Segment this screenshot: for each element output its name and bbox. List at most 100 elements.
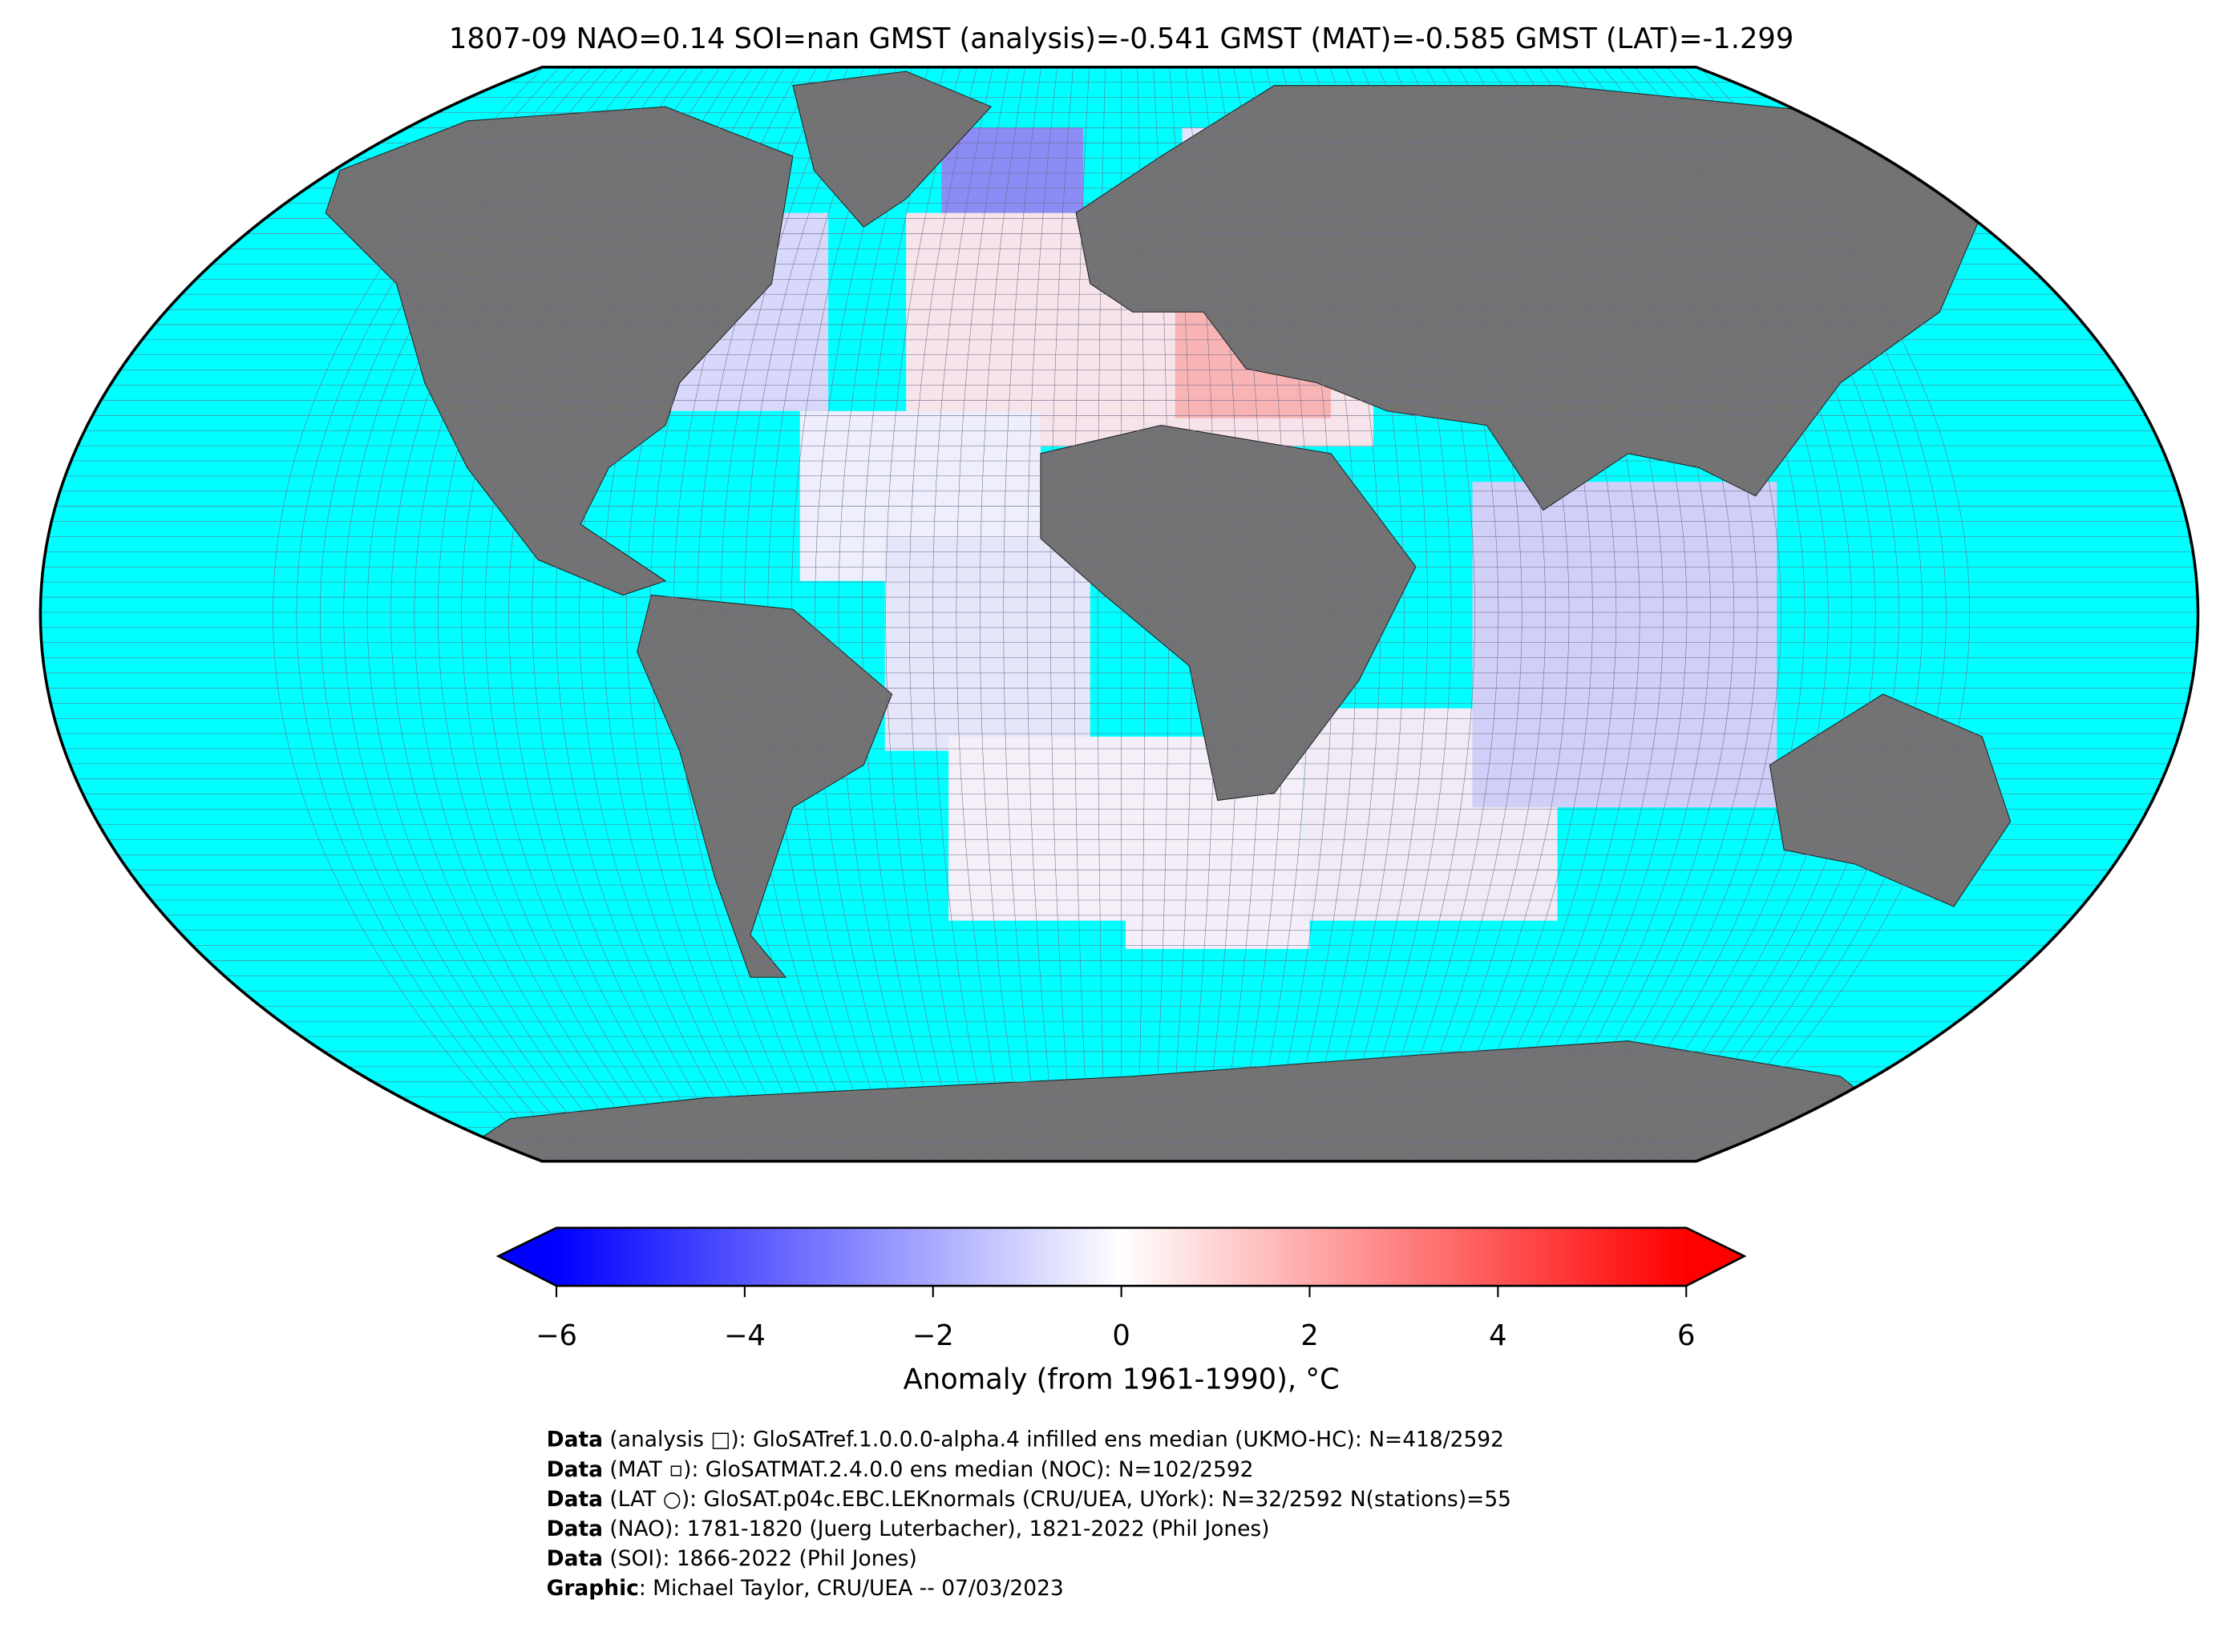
credit-line: Data (NAO): 1781-1820 (Juerg Luterbacher… (547, 1516, 1270, 1541)
colorbar-label: Anomaly (from 1961-1990), °C (904, 1363, 1340, 1396)
meridian (366, 67, 609, 1161)
colorbar-tick-label: 0 (1112, 1319, 1130, 1352)
meridian (438, 67, 657, 1161)
meridian (1650, 67, 1899, 1161)
meridian (484, 67, 689, 1161)
credit-bold: Data (547, 1546, 603, 1571)
meridian (1522, 67, 1711, 1161)
meridian (1682, 67, 1947, 1161)
title: 1807-09 NAO=0.14 SOI=nan GMST (analysis)… (449, 22, 1793, 55)
meridian (649, 67, 801, 1161)
meridian (555, 67, 737, 1161)
meridian (697, 67, 833, 1161)
meridian (343, 67, 592, 1161)
meridian (1474, 67, 1640, 1161)
meridian (791, 67, 897, 1161)
credits: Data (analysis □): GloSATref.1.0.0.0-alp… (547, 1427, 1511, 1600)
meridian (273, 67, 544, 1161)
colorbar: −6 −4 −2 0 2 4 6 (495, 1226, 1747, 1352)
meridian (1281, 67, 1357, 1161)
meridian (626, 67, 785, 1161)
colorbar-tick-label: 6 (1677, 1319, 1695, 1352)
credit-text: : Michael Taylor, CRU/UEA -- 07/03/2023 (639, 1576, 1064, 1601)
meridian (1618, 67, 1852, 1161)
meridian (1538, 67, 1735, 1161)
meridian (1153, 67, 1169, 1161)
meridian (838, 67, 929, 1161)
meridian (1265, 67, 1334, 1161)
meridian (1393, 67, 1522, 1161)
colorbar-tick-label: −4 (724, 1319, 766, 1352)
credit-text: (LAT ○): GloSAT.p04c.EBC.LEKnormals (CRU… (603, 1486, 1511, 1511)
meridian (1586, 67, 1806, 1161)
meridian (885, 67, 961, 1161)
meridian (1233, 67, 1287, 1161)
credit-line: Data (SOI): 1866-2022 (Phil Jones) (547, 1546, 917, 1571)
credit-line: Graphic: Michael Taylor, CRU/UEA -- 07/0… (547, 1576, 1064, 1601)
meridian (956, 67, 1009, 1161)
land (325, 71, 2012, 1161)
meridian (1050, 67, 1074, 1161)
colorbar-tick-label: −2 (912, 1319, 954, 1352)
credit-bold: Data (547, 1456, 603, 1481)
meridian (461, 67, 673, 1161)
meridian (932, 67, 993, 1161)
credit-bold: Data (547, 1486, 603, 1511)
colorbar-body (495, 1226, 1747, 1287)
credit-text: (analysis □): GloSATref.1.0.0.0-alpha.4 … (603, 1427, 1504, 1452)
meridian (1217, 67, 1264, 1161)
meridian (319, 67, 576, 1161)
meridian (1425, 67, 1570, 1161)
meridian (1490, 67, 1664, 1161)
map (40, 67, 2198, 1161)
credit-line: Data (LAT ○): GloSAT.p04c.EBC.LEKnormals… (547, 1486, 1511, 1511)
meridian (1026, 67, 1057, 1161)
meridian (908, 67, 977, 1161)
credit-line: Data (analysis □): GloSATref.1.0.0.0-alp… (547, 1427, 1504, 1452)
meridian (508, 67, 705, 1161)
meridian (1442, 67, 1593, 1161)
credit-bold: Data (547, 1427, 603, 1452)
meridian (1249, 67, 1311, 1161)
meridian (1137, 67, 1146, 1161)
credit-line: Data (MAT ▫): GloSATMAT.2.4.0.0 ens medi… (547, 1456, 1254, 1481)
meridian (767, 67, 881, 1161)
colorbar-tick-label: −6 (536, 1319, 577, 1352)
credit-text: (MAT ▫): GloSATMAT.2.4.0.0 ens median (N… (603, 1456, 1253, 1481)
meridian (296, 67, 560, 1161)
meridian (602, 67, 769, 1161)
meridian (1409, 67, 1546, 1161)
meridian (1297, 67, 1381, 1161)
meridian (815, 67, 913, 1161)
colorbar-tick-label: 2 (1300, 1319, 1318, 1352)
meridian (532, 67, 721, 1161)
meridian (1313, 67, 1405, 1161)
map-frame (38, 65, 2200, 1163)
meridian (1361, 67, 1475, 1161)
credit-text: (NAO): 1781-1820 (Juerg Luterbacher), 18… (603, 1516, 1270, 1541)
meridian (980, 67, 1025, 1161)
meridian (579, 67, 753, 1161)
meridian (1185, 67, 1216, 1161)
meridian (1345, 67, 1452, 1161)
meridian (1329, 67, 1429, 1161)
meridian (1634, 67, 1876, 1161)
meridian (862, 67, 945, 1161)
credit-bold: Graphic (547, 1576, 639, 1601)
meridian (1458, 67, 1617, 1161)
meridian (1570, 67, 1781, 1161)
meridian (1074, 67, 1090, 1161)
meridian (1506, 67, 1688, 1161)
credit-text: (SOI): 1866-2022 (Phil Jones) (603, 1546, 917, 1571)
meridian (1201, 67, 1239, 1161)
meridian (720, 67, 849, 1161)
meridian (1097, 67, 1106, 1161)
meridian (744, 67, 865, 1161)
meridian (1666, 67, 1923, 1161)
meridian (1698, 67, 1971, 1161)
meridian (390, 67, 625, 1161)
colorbar-tick-label: 4 (1489, 1319, 1506, 1352)
credit-bold: Data (547, 1516, 603, 1541)
meridian (414, 67, 641, 1161)
